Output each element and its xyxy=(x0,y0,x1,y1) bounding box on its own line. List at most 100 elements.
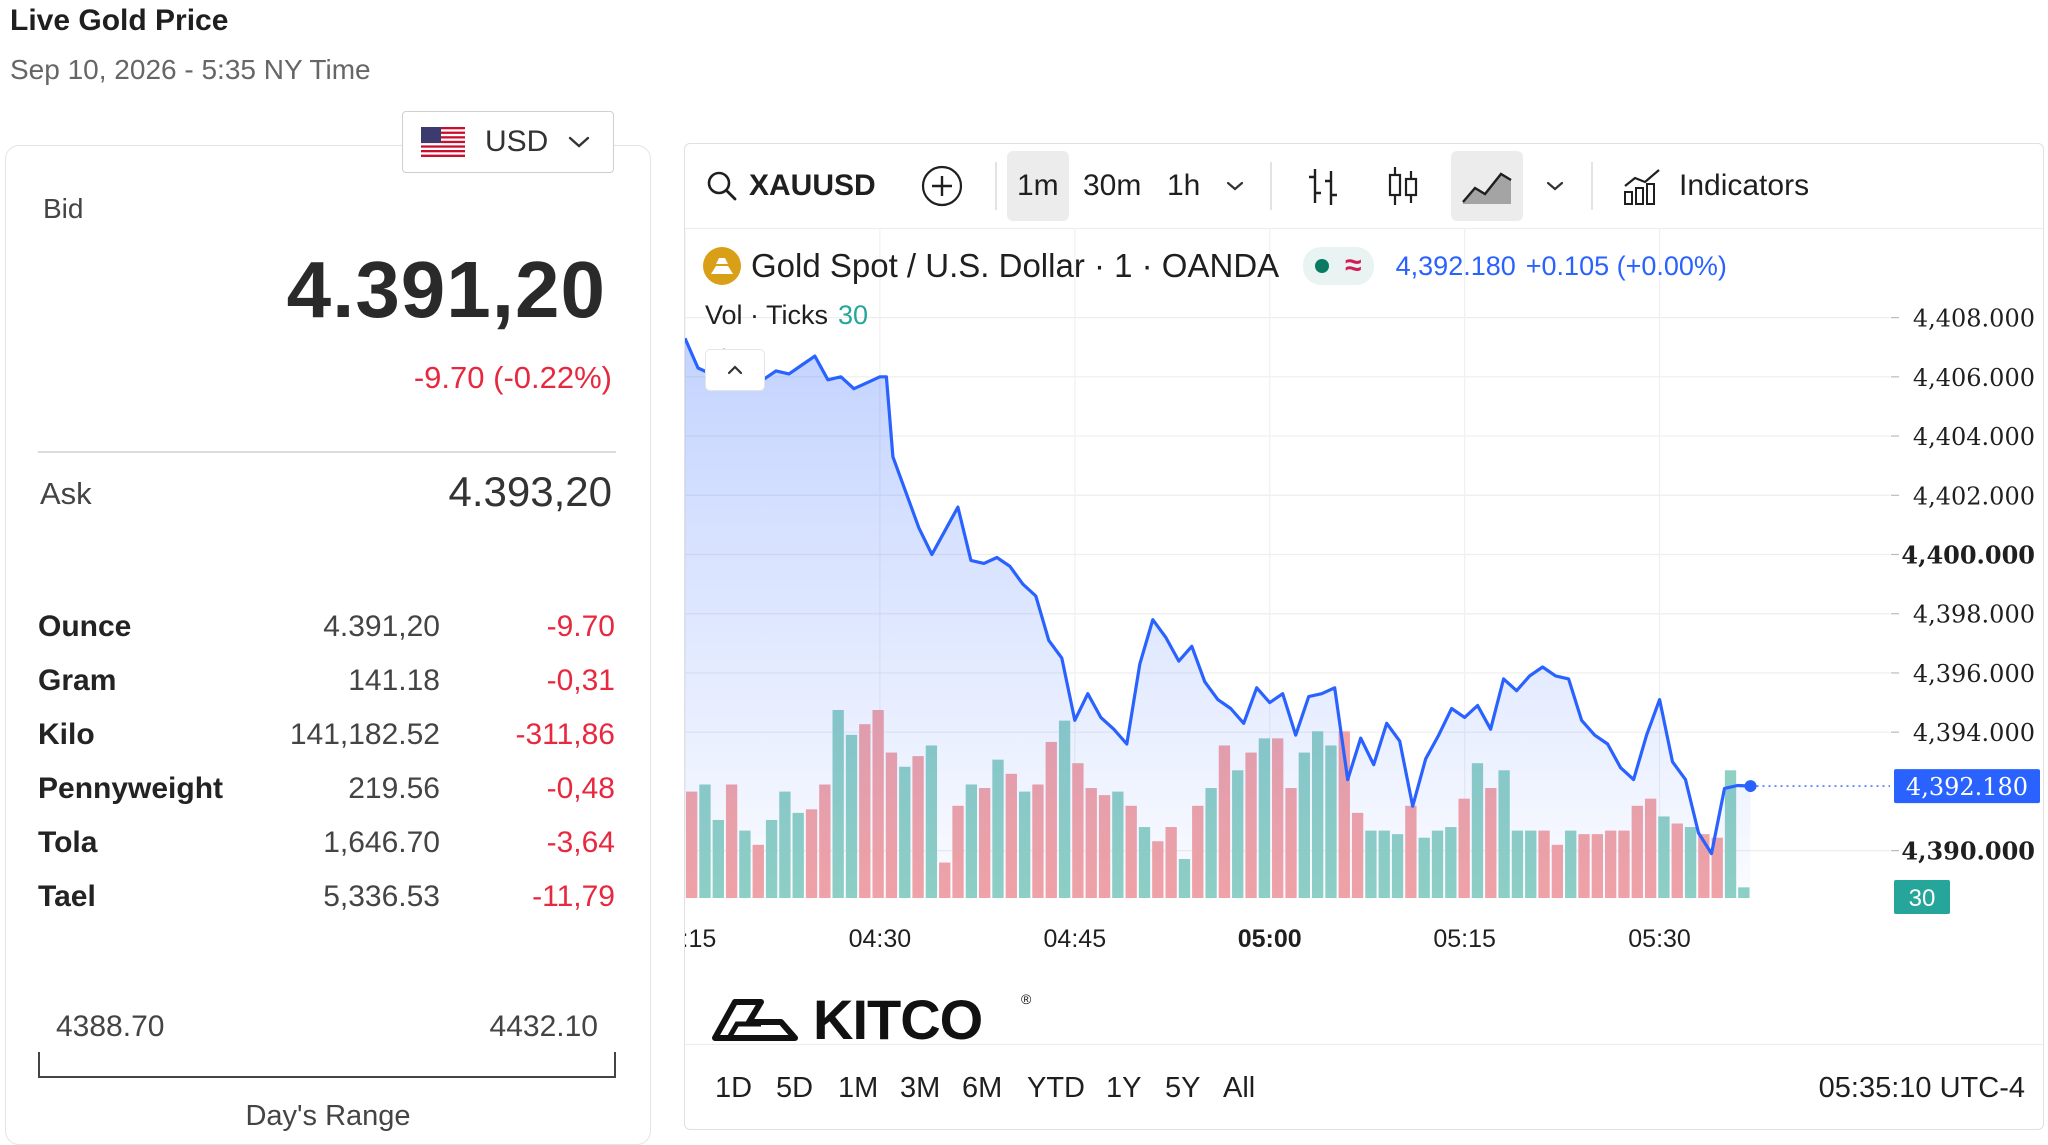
toolbar-separator xyxy=(995,162,997,210)
gold-symbol-icon xyxy=(703,247,741,285)
legend-price: 4,392.180 xyxy=(1395,250,1516,281)
volume-legend-label: Vol · Ticks xyxy=(705,300,829,330)
x-tick-label: 05:00 xyxy=(1238,925,1302,953)
volume-tag-bg xyxy=(1894,880,1950,914)
y-tick-label: 4,408.000 xyxy=(1913,305,2035,333)
unit-name: Pennyweight xyxy=(38,772,224,805)
kitco-watermark: KITCO ® xyxy=(712,988,1032,1044)
unit-row-tael: Tael 5,336.53 -11,79 xyxy=(38,880,618,920)
day-range-bar xyxy=(38,1052,616,1078)
range-3m-button[interactable]: 3M xyxy=(900,1071,941,1104)
area-chart-icon xyxy=(1462,172,1512,204)
last-price-tag: 4,392.180 xyxy=(1894,769,2040,804)
page-timestamp: Sep 10, 2026 - 5:35 NY Time xyxy=(10,54,371,85)
search-icon xyxy=(707,171,737,201)
currency-label: USD xyxy=(485,125,549,158)
range-1y-button[interactable]: 1Y xyxy=(1106,1071,1142,1104)
compare-button[interactable] xyxy=(920,144,964,228)
chevron-down-icon xyxy=(1226,181,1244,191)
toolbar-separator xyxy=(1270,162,1272,210)
bar-chart-type-button[interactable] xyxy=(1305,144,1343,228)
unit-name: Tael xyxy=(38,880,96,913)
y-tick-label: 4,394.000 xyxy=(1913,719,2035,747)
collapse-legend-button[interactable] xyxy=(705,349,765,391)
currency-select[interactable]: USD xyxy=(402,111,614,173)
symbol-search[interactable]: XAUUSD xyxy=(705,144,876,228)
bars-icon xyxy=(1309,169,1337,205)
indicators-button[interactable]: Indicators xyxy=(1621,144,1809,228)
bid-change: -9.70 (-0.22%) xyxy=(413,360,612,395)
y-tick-label: 4,390.000 xyxy=(1901,837,2035,866)
ask-price: 4.393,20 xyxy=(448,468,613,515)
y-tick-label: 4,406.000 xyxy=(1913,364,2035,392)
ask-label: Ask xyxy=(40,476,92,511)
last-price-tag-label: 4,392.180 xyxy=(1906,773,2028,801)
bid-price: 4.391,20 xyxy=(286,245,606,334)
volume-legend-value: 30 xyxy=(838,300,869,330)
data-delay-icon: ≈ xyxy=(1345,249,1362,282)
divider xyxy=(38,451,616,453)
unit-value: 219.56 xyxy=(348,772,440,805)
last-price-tag-bg xyxy=(1894,769,2040,804)
candle-chart-type-button[interactable] xyxy=(1385,144,1421,228)
timeframe-30m[interactable]: 30m xyxy=(1083,169,1142,202)
toolbar-separator xyxy=(1591,162,1593,210)
chevron-down-icon xyxy=(1546,181,1564,191)
unit-change: -0,31 xyxy=(546,664,615,697)
timeframe-1m[interactable]: 1m xyxy=(1007,151,1069,221)
price-chart[interactable]: KITCO ® 4,408.000 4,406.000 4,404.000 4,402… xyxy=(685,228,2044,1044)
price-area xyxy=(685,338,1751,898)
y-tick-label: 4,402.000 xyxy=(1913,482,2035,510)
chevron-up-icon xyxy=(727,365,743,375)
x-tick-label: 04:30 xyxy=(849,925,912,953)
day-range-low: 4388.70 xyxy=(56,1010,165,1043)
time-axis: 04:15 04:30 04:45 05:00 05:15 05:30 xyxy=(685,925,1691,953)
indicators-label: Indicators xyxy=(1679,169,1810,202)
volume-tag-label: 30 xyxy=(1909,885,1936,912)
day-range-high: 4432.10 xyxy=(489,1010,598,1043)
unit-name: Gram xyxy=(38,664,117,697)
watermark-text: KITCO xyxy=(813,988,982,1044)
chart-legend: Gold Spot / U.S. Dollar · 1 · OANDA ≈ 4,… xyxy=(703,244,1727,288)
range-5y-button[interactable]: 5Y xyxy=(1165,1071,1201,1104)
market-status-pill[interactable]: ≈ xyxy=(1303,247,1374,285)
y-tick-label: 4,404.000 xyxy=(1913,423,2035,451)
range-bar: 1D 5D 1M 3M 6M YTD 1Y 5Y All 05:35:10 UT… xyxy=(685,1044,2043,1129)
range-ytd-button[interactable]: YTD xyxy=(1027,1071,1085,1104)
chart-widget: XAUUSD 1m 30m 1h xyxy=(684,143,2044,1130)
timeframe-1h[interactable]: 1h xyxy=(1167,169,1201,202)
volume-legend: Vol · Ticks 30 xyxy=(705,300,868,331)
us-flag-icon xyxy=(421,127,465,157)
add-circle-icon xyxy=(921,165,963,207)
range-1m-button[interactable]: 1M xyxy=(838,1071,879,1104)
watermark-mark: ® xyxy=(1021,991,1032,1007)
x-tick-label: 04:15 xyxy=(685,925,716,953)
indicators-icon xyxy=(1624,169,1660,205)
range-1d-button[interactable]: 1D xyxy=(715,1071,753,1104)
page-title: Live Gold Price xyxy=(10,4,229,37)
unit-change: -11,79 xyxy=(532,880,615,913)
unit-name: Tola xyxy=(38,826,98,859)
unit-name: Kilo xyxy=(38,718,95,751)
volume-tag: 30 xyxy=(1894,880,1950,914)
symbol-label: XAUUSD xyxy=(749,169,876,202)
range-6m-button[interactable]: 6M xyxy=(962,1071,1003,1104)
day-range-label: Day's Range xyxy=(245,1100,411,1132)
unit-change: -0,48 xyxy=(546,772,615,805)
market-open-dot-icon xyxy=(1315,259,1330,273)
unit-row-ounce: Ounce 4.391,20 -9.70 xyxy=(38,610,618,650)
area-chart-type-button[interactable] xyxy=(1451,151,1523,221)
legend-title: Gold Spot / U.S. Dollar · 1 · OANDA xyxy=(751,247,1280,284)
chevron-down-icon xyxy=(569,136,590,148)
unit-change: -311,86 xyxy=(515,718,615,751)
range-all-button[interactable]: All xyxy=(1223,1071,1256,1104)
range-5d-button[interactable]: 5D xyxy=(776,1071,814,1104)
unit-name: Ounce xyxy=(38,610,132,643)
candles-icon xyxy=(1388,167,1418,205)
timeframe-dropdown[interactable] xyxy=(1225,144,1245,228)
legend-change: +0.105 (+0.00%) xyxy=(1525,250,1727,281)
unit-row-kilo: Kilo 141,182.52 -311,86 xyxy=(38,718,618,758)
chart-type-dropdown[interactable] xyxy=(1545,144,1565,228)
y-tick-label: 4,396.000 xyxy=(1913,660,2035,688)
unit-change: -3,64 xyxy=(546,826,615,859)
